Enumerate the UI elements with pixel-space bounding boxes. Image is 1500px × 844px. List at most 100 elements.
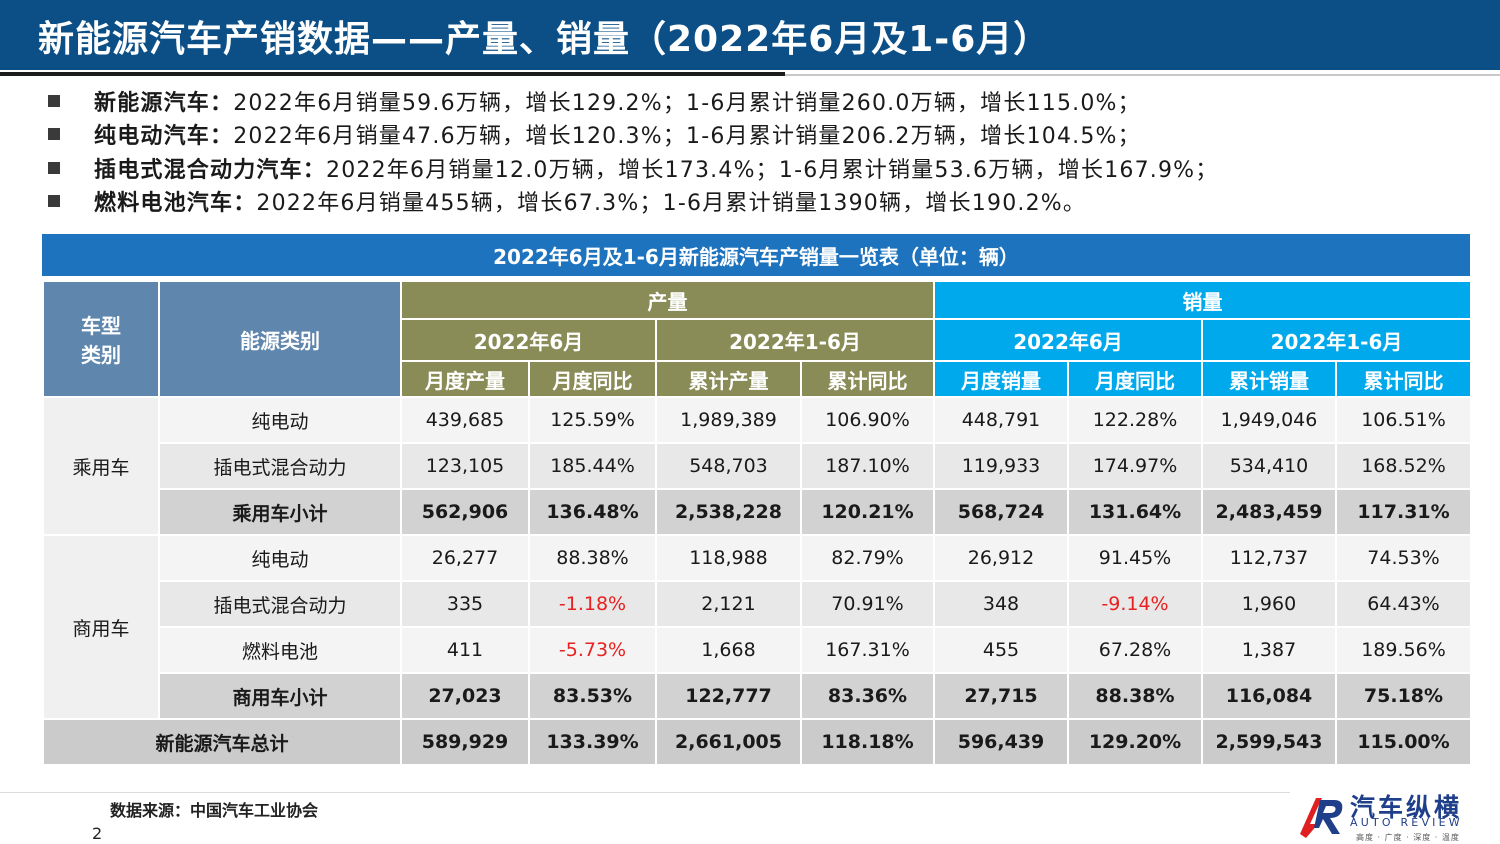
value-cell: 174.97% [1067,442,1203,490]
table-row-subtotal: 商用车小计 27,023 83.53% 122,777 83.36% 27,71… [43,672,1472,720]
header-production: 产量 [400,280,935,320]
value-cell: 64.43% [1335,580,1472,628]
table-row-total: 新能源汽车总计 589,929 133.39% 2,661,005 118.18… [42,718,1472,766]
value-cell: 1,387 [1201,626,1337,674]
square-bullet-icon [48,94,60,107]
energy-cell: 商用车小计 [158,672,402,720]
value-cell: 185.44% [528,442,657,490]
energy-cell: 插电式混合动力 [158,580,402,628]
bullet-item: 纯电动汽车： 2022年6月销量47.6万辆，增长120.3%；1-6月累计销量… [48,118,1488,152]
value-cell: 75.18% [1335,672,1472,720]
value-cell: 106.51% [1335,396,1472,444]
bullet-list: 新能源汽车： 2022年6月销量59.6万辆，增长129.2%；1-6月累计销量… [48,84,1488,218]
value-cell: 187.10% [800,442,935,490]
table-row: 燃料电池 411 -5.73% 1,668 167.31% 455 67.28%… [43,626,1472,674]
value-cell: 120.21% [800,488,935,536]
bullet-text: 2022年6月销量59.6万辆，增长129.2%；1-6月累计销量260.0万辆… [233,90,1141,116]
header-prod-ytd-period: 2022年1-6月 [655,318,935,362]
title-bar: 新能源汽车产销数据——产量、销量（2022年6月及1-6月） [0,0,1500,70]
value-cell: 2,483,459 [1201,488,1337,536]
bullet-label: 插电式混合动力汽车： [94,157,327,183]
value-cell: 26,277 [400,534,530,582]
table-row: 插电式混合动力 335 -1.18% 2,121 70.91% 348 -9.1… [43,580,1472,628]
value-cell: 534,410 [1201,442,1337,490]
value-cell: 448,791 [933,396,1069,444]
value-cell: 168.52% [1335,442,1472,490]
value-cell: 122.28% [1067,396,1203,444]
square-bullet-icon [48,161,60,174]
value-cell: 167.31% [800,626,935,674]
value-cell: 82.79% [800,534,935,582]
table-row: 商用车 纯电动 26,277 88.38% 118,988 82.79% 26,… [42,534,1472,720]
value-cell: 2,661,005 [655,718,802,766]
header-row-3: 月度产量 月度同比 累计产量 累计同比 月度销量 月度同比 累计销量 累计同比 [43,360,1472,398]
bullet-item: 插电式混合动力汽车： 2022年6月销量12.0万辆，增长173.4%；1-6月… [48,151,1488,185]
value-cell: 1,960 [1201,580,1337,628]
header-cumulative-yoy: 累计同比 [1335,360,1472,398]
table-row: 插电式混合动力 123,105 185.44% 548,703 187.10% … [43,442,1472,490]
table-row-subtotal: 乘用车小计 562,906 136.48% 2,538,228 120.21% … [43,488,1472,536]
value-cell: 83.53% [528,672,657,720]
footer-divider [0,792,1290,793]
energy-cell: 纯电动 [158,534,402,582]
value-cell: 1,949,046 [1201,396,1337,444]
bullet-item: 新能源汽车： 2022年6月销量59.6万辆，增长129.2%；1-6月累计销量… [48,84,1488,118]
value-cell: 122,777 [655,672,802,720]
value-cell: 117.31% [1335,488,1472,536]
header-sales-ytd-period: 2022年1-6月 [1201,318,1472,362]
value-cell: 26,912 [933,534,1069,582]
table-row: 乘用车 纯电动 439,685 125.59% 1,989,389 106.90… [42,396,1472,536]
value-cell: 91.45% [1067,534,1203,582]
value-cell: 74.53% [1335,534,1472,582]
header-monthly-yoy: 月度同比 [1067,360,1203,398]
value-cell: 88.38% [528,534,657,582]
value-cell-negative: -1.18% [528,580,657,628]
bullet-text: 2022年6月销量455辆，增长67.3%；1-6月累计销量1390辆，增长19… [256,191,1087,217]
square-bullet-icon [48,128,60,141]
value-cell: 136.48% [528,488,657,536]
value-cell: 133.39% [528,718,657,766]
header-sales: 销量 [933,280,1472,320]
header-monthly-yoy: 月度同比 [528,360,657,398]
value-cell: 2,599,543 [1201,718,1337,766]
value-cell: 589,929 [400,718,530,766]
value-cell: 548,703 [655,442,802,490]
header-row-2: 2022年6月 2022年1-6月 2022年6月 2022年1-6月 [43,318,1472,362]
title-underline [0,72,785,76]
value-cell: 118,988 [655,534,802,582]
value-cell: 411 [400,626,530,674]
value-cell: 568,724 [933,488,1069,536]
value-cell: 115.00% [1335,718,1472,766]
header-prod-month-period: 2022年6月 [400,318,657,362]
header-monthly-production: 月度产量 [400,360,530,398]
bullet-label: 纯电动汽车： [94,124,234,150]
value-cell: 131.64% [1067,488,1203,536]
bullet-label: 燃料电池汽车： [94,191,257,217]
header-energy-type: 能源类别 [158,280,402,398]
value-cell: 189.56% [1335,626,1472,674]
total-label: 新能源汽车总计 [42,718,402,766]
square-bullet-icon [48,195,60,208]
value-cell: 562,906 [400,488,530,536]
value-cell: 439,685 [400,396,530,444]
energy-cell: 乘用车小计 [158,488,402,536]
value-cell: 125.59% [528,396,657,444]
nev-production-sales-table: 车型 类别 能源类别 产量 销量 2022年6月 2022年1-6月 2022年… [42,280,1472,766]
value-cell: 2,538,228 [655,488,802,536]
value-cell: 1,668 [655,626,802,674]
value-cell: 455 [933,626,1069,674]
value-cell: 119,933 [933,442,1069,490]
group-passenger: 乘用车 [42,396,160,536]
header-monthly-sales: 月度销量 [933,360,1069,398]
value-cell: 123,105 [400,442,530,490]
value-cell: 106.90% [800,396,935,444]
logo-chinese: 汽车纵横 [1350,793,1463,822]
page-number: 2 [92,824,103,843]
value-cell-negative: -9.14% [1067,580,1203,628]
logo-mark-icon [1300,798,1343,838]
value-cell: 88.38% [1067,672,1203,720]
value-cell: 2,121 [655,580,802,628]
value-cell: 596,439 [933,718,1069,766]
header-sales-month-period: 2022年6月 [933,318,1203,362]
header-cumulative-sales: 累计销量 [1201,360,1337,398]
